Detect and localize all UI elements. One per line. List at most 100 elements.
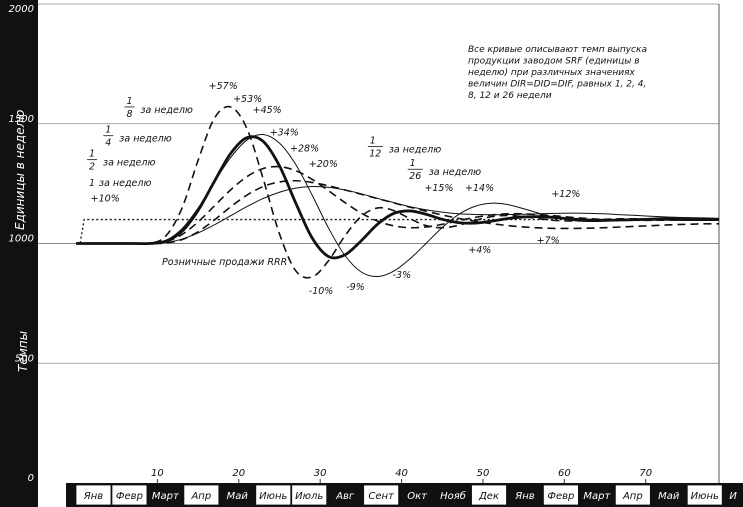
month-label: Июнь bbox=[259, 491, 287, 502]
curve-label-text: за неделю bbox=[119, 134, 171, 145]
percent-annotation: -10% bbox=[309, 286, 334, 297]
curve-label-numerator: 1 bbox=[105, 125, 111, 136]
percent-annotation: +14% bbox=[465, 183, 494, 194]
month-cell bbox=[363, 484, 400, 506]
percent-annotation: +15% bbox=[424, 183, 453, 194]
month-label: Сент bbox=[368, 491, 395, 502]
y-tick-label: 500 bbox=[15, 353, 34, 364]
month-label: Нояб bbox=[440, 490, 466, 502]
curve-label: 1 за неделю bbox=[89, 178, 151, 189]
x-tick-label: 30 bbox=[314, 468, 327, 479]
chart-note: Все кривые описывают темп выпуска продук… bbox=[468, 45, 650, 101]
retail-sales-label: Розничные продажи RRR bbox=[162, 257, 287, 268]
curve-label-text: за неделю bbox=[140, 105, 192, 116]
curve-label: 1 8 за неделю bbox=[124, 96, 193, 120]
y-tick-label: 1500 bbox=[9, 114, 34, 125]
month-cell bbox=[399, 484, 435, 506]
x-tick-label: 70 bbox=[639, 468, 652, 479]
month-cell bbox=[471, 484, 507, 506]
y-axis-bar bbox=[0, 0, 38, 507]
month-cell bbox=[327, 484, 364, 506]
month-label: Февр bbox=[116, 491, 143, 502]
percent-annotation: -9% bbox=[346, 282, 365, 293]
percent-annotation: +20% bbox=[309, 159, 338, 170]
curve-label: 1 2 за неделю bbox=[87, 149, 155, 173]
y-axis-unit: Единицы в неделю bbox=[13, 110, 27, 230]
percent-annotation: +28% bbox=[290, 143, 319, 154]
curve-label-denominator: 4 bbox=[105, 138, 111, 149]
month-label: Июнь bbox=[691, 491, 719, 502]
gridlines bbox=[38, 3, 720, 483]
x-tick-labels: 10 20 30 40 50 60 70 bbox=[151, 468, 652, 483]
month-cell bbox=[147, 484, 184, 506]
x-tick-label: 20 bbox=[232, 468, 245, 479]
curve-label-denominator: 12 bbox=[369, 148, 381, 159]
month-label: Авг bbox=[335, 491, 355, 502]
month-labels: Янв Февр Март Апр Май Июнь Июль Авг Сент Окт Нояб Д… bbox=[75, 484, 743, 506]
month-label: Янв bbox=[83, 491, 103, 502]
month-cell bbox=[255, 484, 292, 506]
x-tick-label: 60 bbox=[558, 468, 571, 479]
percent-annotation: +4% bbox=[468, 245, 491, 256]
curve-label-text: за неделю bbox=[429, 167, 481, 178]
curve-label-text: за неделю bbox=[103, 158, 155, 169]
curve-label-text: за неделю bbox=[99, 178, 151, 189]
month-label: Март bbox=[583, 491, 611, 502]
curve-label-denominator: 1 bbox=[89, 178, 95, 189]
curve-label: 1 26 за неделю bbox=[407, 158, 481, 182]
month-label: Февр bbox=[547, 491, 574, 502]
y-tick-label: 1000 bbox=[9, 234, 34, 245]
month-cell bbox=[650, 484, 687, 506]
month-cell bbox=[219, 484, 256, 506]
month-label: Янв bbox=[514, 491, 534, 502]
curve-label-denominator: 26 bbox=[409, 171, 421, 182]
month-cell bbox=[111, 484, 148, 506]
series-line-w12 bbox=[75, 135, 719, 260]
y-axis-title: Темпы bbox=[16, 331, 30, 372]
month-label: Апр bbox=[622, 491, 643, 502]
month-label: Март bbox=[152, 491, 180, 502]
month-cell bbox=[291, 484, 328, 506]
curve-label-denominator: 2 bbox=[89, 162, 95, 173]
month-label: Окт bbox=[407, 491, 428, 502]
curve-label-denominator: 8 bbox=[126, 109, 132, 120]
curve-label-numerator: 1 bbox=[126, 96, 132, 107]
percent-annotation: +12% bbox=[551, 189, 580, 200]
percent-annotation: +57% bbox=[209, 81, 238, 92]
month-label: И bbox=[729, 491, 737, 502]
x-tick-label: 10 bbox=[151, 468, 164, 479]
percent-annotation: +10% bbox=[91, 194, 120, 205]
month-label: Апр bbox=[190, 491, 211, 502]
curve-label-numerator: 1 bbox=[89, 149, 95, 160]
month-cell bbox=[75, 484, 112, 506]
month-cell bbox=[435, 484, 471, 506]
annotations: +57% +53%+45% +34% +28% +20% +10% +15% +14% +12%… bbox=[91, 81, 581, 297]
month-cell bbox=[543, 484, 579, 506]
y-tick-label: 0 bbox=[28, 473, 34, 484]
month-label: Июль bbox=[295, 491, 323, 502]
x-tick-label: 40 bbox=[395, 468, 408, 479]
month-cell bbox=[614, 484, 651, 506]
series-line-w1 bbox=[75, 185, 720, 245]
month-cell bbox=[507, 484, 543, 506]
percent-annotation: +45% bbox=[253, 105, 282, 116]
curve-label: 1 12 за неделю bbox=[367, 135, 441, 159]
month-cell bbox=[183, 484, 220, 506]
y-tick-label: 2000 bbox=[9, 4, 34, 15]
percent-annotation: +7% bbox=[537, 236, 560, 247]
percent-annotation: +53% bbox=[233, 94, 262, 105]
series-layer bbox=[75, 105, 720, 279]
percent-annotation: +34% bbox=[270, 128, 299, 139]
curve-label-numerator: 1 bbox=[410, 158, 416, 169]
percent-annotation: -3% bbox=[393, 270, 412, 281]
month-label: Дек bbox=[478, 491, 499, 502]
x-tick-label: 50 bbox=[477, 468, 490, 479]
month-label: Май bbox=[658, 491, 680, 502]
month-cell bbox=[686, 484, 723, 506]
curve-label: 1 4 за неделю bbox=[103, 125, 172, 149]
month-cell bbox=[578, 484, 615, 506]
y-tick-labels: 0 500 1000 1500 2000 bbox=[9, 4, 34, 484]
curve-label-text: за неделю bbox=[389, 144, 441, 155]
